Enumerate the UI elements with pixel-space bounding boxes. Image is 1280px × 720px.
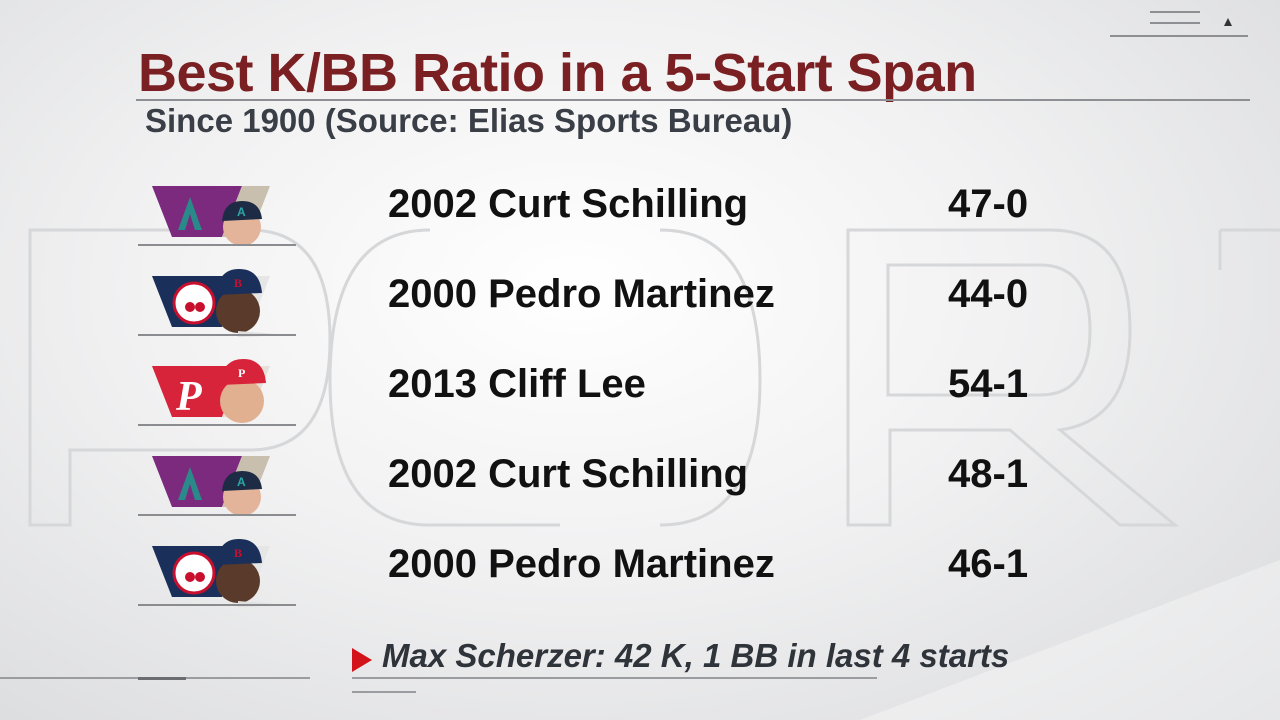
row-divider — [138, 424, 296, 426]
pitcher-name: 2000 Pedro Martinez — [388, 542, 775, 586]
leaderboard-row: B 2000 Pedro Martinez 44-0 — [0, 265, 1280, 355]
row-divider — [138, 604, 296, 606]
page-subtitle: Since 1900 (Source: Elias Sports Bureau) — [145, 102, 793, 139]
leaderboard-row: B 2000 Pedro Martinez 46-1 — [0, 535, 1280, 625]
pitcher-name: 2000 Pedro Martinez — [388, 272, 775, 316]
diamondbacks-logo-icon: A — [152, 456, 270, 516]
play-arrow-icon — [352, 647, 372, 672]
row-divider — [138, 334, 296, 336]
svg-text:B: B — [234, 276, 242, 290]
leaderboard-row: A 2002 Curt Schilling 47-0 — [0, 175, 1280, 265]
red-sox-logo-icon: B — [152, 539, 288, 607]
corner-ticker-icon — [1110, 11, 1248, 37]
k-bb-stat: 46-1 — [948, 542, 1029, 586]
k-bb-stat: 48-1 — [948, 452, 1029, 496]
pitcher-name: 2002 Curt Schilling — [388, 452, 749, 496]
svg-text:P: P — [238, 366, 245, 380]
row-divider — [138, 244, 296, 246]
bottom-divider — [138, 677, 186, 680]
phillies-logo-icon: P P — [152, 359, 270, 423]
svg-text:A: A — [237, 205, 246, 219]
row-divider — [138, 514, 296, 516]
leaderboard-row: A 2002 Curt Schilling 48-1 — [0, 445, 1280, 535]
k-bb-stat: 44-0 — [948, 272, 1029, 316]
red-sox-logo-icon: B — [152, 269, 288, 337]
svg-text:P: P — [175, 374, 202, 420]
bottom-divider — [352, 677, 877, 679]
pitcher-name: 2002 Curt Schilling — [388, 182, 749, 226]
page-title: Best K/BB Ratio in a 5-Start Span — [138, 43, 977, 103]
svg-text:B: B — [234, 546, 242, 560]
k-bb-stat: 54-1 — [948, 362, 1029, 406]
title-divider — [136, 99, 1250, 101]
footnote-text: Max Scherzer: 42 K, 1 BB in last 4 start… — [382, 637, 1010, 674]
svg-text:A: A — [237, 475, 246, 489]
pitcher-name: 2013 Cliff Lee — [388, 362, 646, 406]
diamondbacks-logo-icon: A — [152, 186, 270, 246]
footnote: Max Scherzer: 42 K, 1 BB in last 4 start… — [352, 637, 1009, 677]
bottom-divider — [352, 691, 416, 693]
k-bb-stat: 47-0 — [948, 182, 1029, 226]
leaderboard-row: P P 2013 Cliff Lee 54-1 — [0, 355, 1280, 445]
